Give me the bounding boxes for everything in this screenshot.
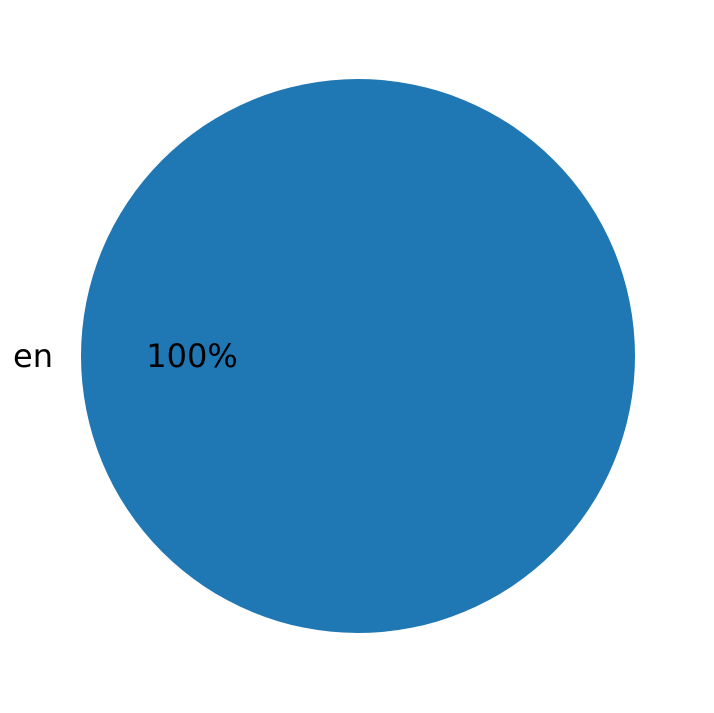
pie-slice-en bbox=[81, 79, 635, 633]
slice-label-en: en bbox=[13, 337, 53, 375]
slice-pct-label-en: 100% bbox=[146, 337, 237, 375]
